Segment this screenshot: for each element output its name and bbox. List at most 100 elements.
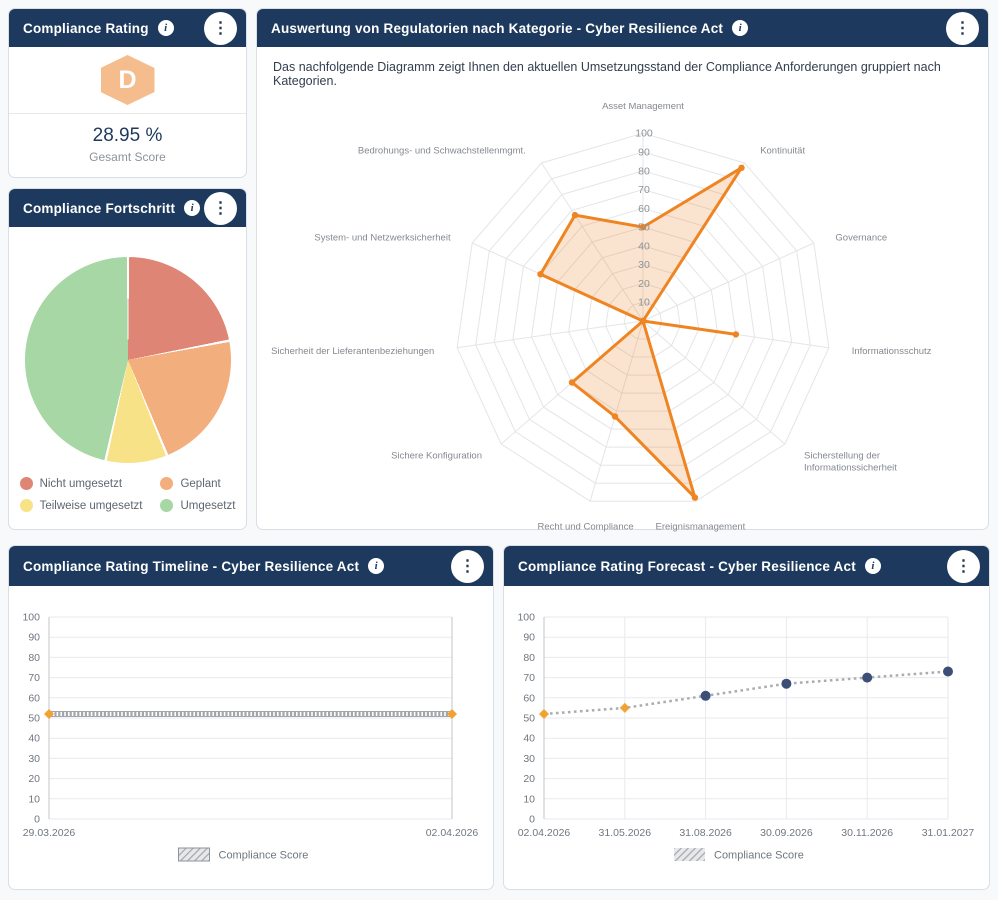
info-icon[interactable]: i (157, 20, 174, 36)
x-axis-labels: 02.04.2026 31.05.2026 31.08.2026 30.09.2026… (518, 827, 975, 839)
svg-text:Compliance Score: Compliance Score (219, 850, 309, 862)
svg-text:0: 0 (529, 814, 535, 826)
svg-text:70: 70 (638, 184, 650, 196)
panel-rating-forecast: Compliance Rating Forecast - Cyber Resil… (503, 545, 990, 890)
panel-compliance-rating: Compliance Rating i ⋮ D 28.95 % Gesamt S… (8, 8, 247, 178)
panel-header: Compliance Fortschritt i ⋮ (9, 189, 246, 227)
legend-dot (160, 499, 174, 512)
panel-header: Compliance Rating Timeline - Cyber Resil… (9, 546, 493, 586)
pie-legend-item[interactable]: Geplant (160, 477, 235, 490)
info-icon[interactable]: i (368, 558, 385, 574)
panel-compliance-progress: Compliance Fortschritt i ⋮ Nicht umgeset… (8, 188, 247, 530)
svg-text:Governance: Governance (835, 232, 887, 243)
rating-grade-badge: D (100, 55, 155, 105)
radar-category-labels: Asset Management Kontinuität Governance Inf… (271, 103, 932, 533)
svg-text:System- und Netzwerksicherheit: System- und Netzwerksicherheit (314, 232, 451, 243)
svg-text:30: 30 (523, 753, 535, 765)
legend-label: Geplant (180, 477, 221, 490)
pie-legend-item[interactable]: Umgesetzt (160, 499, 235, 512)
svg-text:31.05.2026: 31.05.2026 (599, 827, 652, 839)
menu-button[interactable]: ⋮ (204, 191, 237, 225)
radar-series (537, 164, 745, 501)
svg-text:30: 30 (28, 753, 40, 765)
svg-text:90: 90 (28, 632, 40, 644)
series-compliance-score (539, 666, 953, 719)
svg-text:90: 90 (523, 632, 535, 644)
y-axis-labels: 0 10 20 30 40 50 60 70 80 90 100 (22, 612, 40, 826)
x-axis-labels: 29.03.2026 02.04.2026 (23, 827, 479, 839)
info-icon[interactable]: i (184, 200, 201, 216)
chart-legend[interactable]: Compliance Score (674, 848, 804, 862)
legend-label: Teilweise umgesetzt (39, 499, 143, 512)
legend-dot (19, 477, 33, 490)
panel-header: Compliance Rating i ⋮ (9, 9, 246, 47)
svg-text:70: 70 (523, 672, 535, 684)
svg-text:30: 30 (638, 259, 650, 271)
svg-text:Sichere Konfiguration: Sichere Konfiguration (391, 451, 482, 462)
svg-text:80: 80 (28, 652, 40, 664)
svg-text:90: 90 (638, 147, 650, 159)
svg-text:10: 10 (638, 297, 650, 309)
svg-text:40: 40 (523, 733, 535, 745)
overall-score-block: 28.95 % Gesamt Score (9, 114, 246, 164)
svg-text:100: 100 (635, 128, 653, 140)
svg-text:60: 60 (28, 692, 40, 704)
svg-text:50: 50 (523, 713, 535, 725)
menu-button[interactable]: ⋮ (451, 549, 484, 583)
panel-title: Compliance Fortschritt (23, 200, 176, 216)
svg-text:02.04.2026: 02.04.2026 (518, 827, 571, 839)
menu-button[interactable]: ⋮ (947, 549, 980, 583)
pie-legend-item[interactable]: Teilweise umgesetzt (19, 499, 143, 512)
svg-text:100: 100 (517, 612, 535, 624)
svg-text:60: 60 (523, 692, 535, 704)
chart-grid (48, 616, 453, 820)
panel-header: Compliance Rating Forecast - Cyber Resil… (504, 546, 989, 586)
panel-title: Compliance Rating Timeline - Cyber Resil… (23, 558, 360, 574)
radar-tick-labels: 10 20 30 40 50 60 70 80 90 100 (635, 128, 653, 309)
svg-text:50: 50 (28, 713, 40, 725)
svg-text:20: 20 (28, 773, 40, 785)
info-icon[interactable]: i (864, 558, 881, 574)
chart-legend[interactable]: Compliance Score (178, 847, 309, 862)
svg-text:50: 50 (638, 222, 650, 234)
category-description: Das nachfolgende Diagramm zeigt Ihnen de… (273, 60, 941, 88)
legend-dot (19, 499, 33, 512)
svg-text:02.04.2026: 02.04.2026 (426, 827, 479, 839)
forecast-line-chart: 0 10 20 30 40 50 60 70 80 90 100 02.04.2026 31.05.20… (517, 612, 975, 862)
legend-label: Umgesetzt (180, 499, 236, 512)
overall-score-value: 28.95 % (92, 125, 163, 146)
panel-title: Auswertung von Regulatorien nach Kategor… (271, 20, 724, 36)
y-axis-labels: 0 10 20 30 40 50 60 70 80 90 100 (517, 612, 535, 826)
svg-text:30.09.2026: 30.09.2026 (760, 827, 813, 839)
panel-category-evaluation: Auswertung von Regulatorien nach Kategor… (256, 8, 989, 533)
chart-grid (543, 616, 949, 820)
svg-text:31.01.2027: 31.01.2027 (922, 827, 975, 839)
pie-legend-item[interactable]: Nicht umgesetzt (19, 477, 143, 490)
svg-text:10: 10 (28, 793, 40, 805)
svg-text:60: 60 (638, 203, 650, 215)
category-radar-chart: 10 20 30 40 50 60 70 80 90 100 Asset Management Kon… (271, 103, 932, 533)
svg-text:31.08.2026: 31.08.2026 (679, 827, 732, 839)
svg-text:30.11.2026: 30.11.2026 (841, 827, 893, 839)
svg-text:29.03.2026: 29.03.2026 (23, 827, 76, 839)
menu-button[interactable]: ⋮ (204, 11, 237, 45)
panel-title: Compliance Rating Forecast - Cyber Resil… (518, 558, 856, 574)
legend-label: Nicht umgesetzt (39, 477, 123, 490)
panel-rating-timeline: Compliance Rating Timeline - Cyber Resil… (8, 545, 494, 890)
svg-text:Bedrohungs- und Schwachstellen: Bedrohungs- und Schwachstellenmgmt. (358, 146, 526, 157)
timeline-line-chart: 0 10 20 30 40 50 60 70 80 90 100 29.03.2026 02.04.20… (22, 612, 479, 862)
svg-text:Sicherheit der Lieferantenbezi: Sicherheit der Lieferantenbeziehungen (271, 346, 434, 357)
progress-pie-legend: Nicht umgesetzt Geplant Teilweise umgesetz… (9, 477, 246, 512)
svg-text:Recht und Compliance: Recht und Compliance (538, 522, 634, 533)
svg-text:10: 10 (523, 793, 535, 805)
svg-text:0: 0 (34, 814, 40, 826)
svg-text:40: 40 (638, 240, 650, 252)
svg-text:100: 100 (22, 612, 40, 624)
panel-header: Auswertung von Regulatorien nach Kategor… (257, 9, 988, 47)
info-icon[interactable]: i (732, 20, 749, 36)
svg-text:Kontinuität: Kontinuität (760, 146, 805, 157)
svg-text:Asset Management: Asset Management (602, 103, 684, 112)
menu-button[interactable]: ⋮ (946, 11, 979, 45)
progress-pie-chart (24, 257, 231, 463)
